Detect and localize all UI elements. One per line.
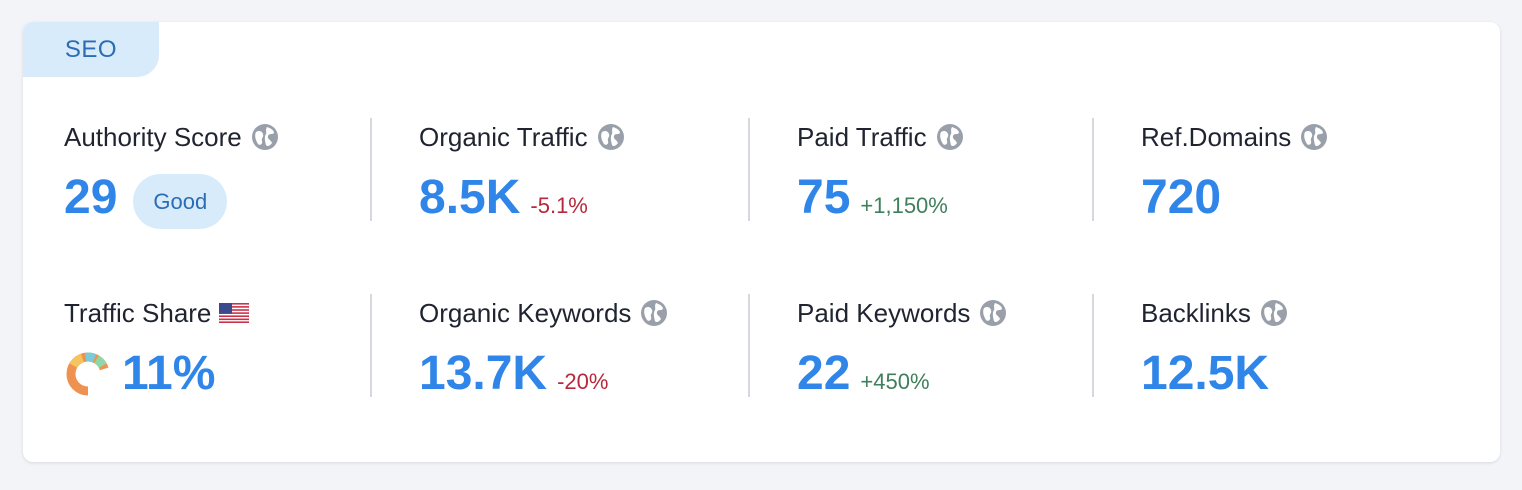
- paid-keywords-metric[interactable]: Paid Keywords 22 +450%: [797, 296, 1008, 398]
- paid-keywords-delta: +450%: [860, 369, 930, 394]
- traffic-share-value: 11%: [122, 347, 216, 400]
- organic-traffic-delta: -5.1%: [530, 193, 588, 218]
- globe-icon[interactable]: [639, 298, 669, 328]
- organic-traffic-label: Organic Traffic: [419, 121, 588, 152]
- ref-domains-label: Ref.Domains: [1141, 121, 1292, 152]
- divider: [370, 118, 372, 221]
- paid-keywords-label: Paid Keywords: [797, 297, 971, 328]
- divider: [370, 294, 372, 397]
- globe-icon[interactable]: [596, 122, 626, 152]
- organic-keywords-value: 13.7K: [419, 347, 548, 400]
- authority-score-value: 29: [64, 171, 118, 224]
- authority-score-label: Authority Score: [64, 121, 242, 152]
- paid-keywords-value: 22: [797, 347, 851, 400]
- organic-keywords-metric[interactable]: Organic Keywords 13.7K -20%: [419, 296, 669, 398]
- seo-tab[interactable]: SEO: [23, 22, 159, 77]
- globe-icon[interactable]: [978, 298, 1008, 328]
- globe-icon[interactable]: [250, 122, 280, 152]
- organic-keywords-label: Organic Keywords: [419, 297, 632, 328]
- paid-traffic-metric[interactable]: Paid Traffic 75 +1,150%: [797, 120, 965, 222]
- traffic-share-metric[interactable]: Traffic Share 11%: [64, 296, 250, 400]
- authority-score-metric[interactable]: Authority Score 29 Good: [64, 120, 280, 229]
- ref-domains-value: 720: [1141, 171, 1222, 224]
- backlinks-label: Backlinks: [1141, 297, 1251, 328]
- divider: [1092, 294, 1094, 397]
- globe-icon[interactable]: [1299, 122, 1329, 152]
- globe-icon[interactable]: [1259, 298, 1289, 328]
- ref-domains-metric[interactable]: Ref.Domains 720: [1141, 120, 1329, 222]
- globe-icon[interactable]: [935, 122, 965, 152]
- backlinks-metric[interactable]: Backlinks 12.5K: [1141, 296, 1289, 398]
- paid-traffic-label: Paid Traffic: [797, 121, 927, 152]
- organic-traffic-metric[interactable]: Organic Traffic 8.5K -5.1%: [419, 120, 626, 222]
- paid-traffic-delta: +1,150%: [860, 193, 948, 218]
- authority-score-badge: Good: [133, 174, 228, 229]
- backlinks-value: 12.5K: [1141, 347, 1270, 400]
- us-flag-icon: [219, 303, 250, 323]
- paid-traffic-value: 75: [797, 171, 851, 224]
- organic-keywords-delta: -20%: [557, 369, 609, 394]
- organic-traffic-value: 8.5K: [419, 171, 521, 224]
- divider: [748, 294, 750, 397]
- divider: [1092, 118, 1094, 221]
- seo-card: SEO Authority Score 29 Good Organic Traf…: [23, 22, 1500, 462]
- traffic-share-donut-chart: [66, 352, 110, 396]
- traffic-share-label: Traffic Share: [64, 297, 212, 328]
- divider: [748, 118, 750, 221]
